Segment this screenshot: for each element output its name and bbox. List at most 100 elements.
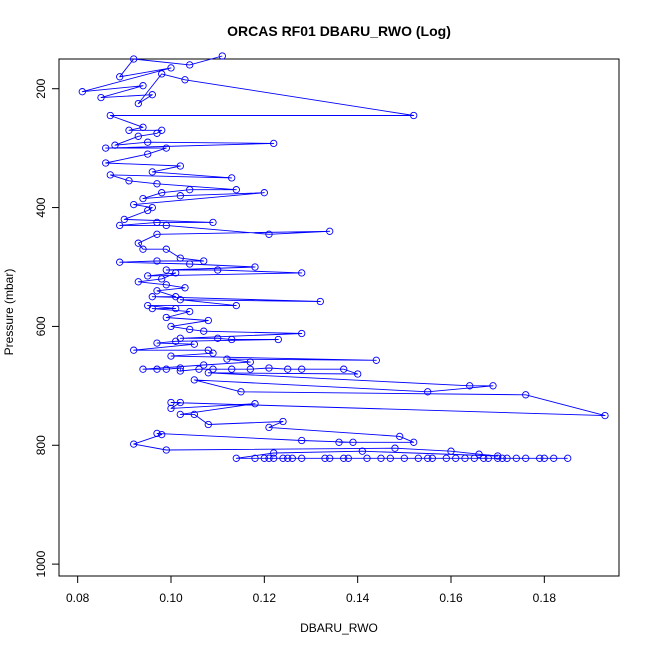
data-point: [172, 269, 180, 277]
data-point: [232, 301, 240, 310]
data-point: [102, 159, 110, 167]
data-point: [251, 263, 259, 271]
data-point: [354, 370, 362, 378]
data-point: [246, 365, 254, 373]
data-point: [153, 180, 161, 188]
data-point: [274, 335, 282, 344]
data-point: [139, 245, 147, 253]
data-point: [144, 272, 152, 280]
data-point: [167, 322, 175, 331]
data-point: [400, 454, 408, 462]
data-point: [265, 454, 273, 462]
data-point: [181, 284, 189, 292]
data-point: [97, 93, 105, 102]
data-point: [452, 454, 460, 462]
x-tick-label: 0.12: [253, 591, 277, 605]
data-point: [298, 365, 306, 373]
data-point: [144, 206, 152, 215]
data-point: [148, 91, 156, 99]
y-tick-label: 400: [34, 197, 48, 217]
data-point: [106, 171, 114, 179]
data-point: [153, 129, 161, 137]
data-point: [214, 334, 222, 342]
data-point: [162, 365, 170, 373]
data-point: [279, 454, 287, 462]
data-point: [228, 174, 236, 182]
data-point: [116, 73, 124, 81]
data-point: [167, 398, 175, 407]
data-point: [424, 388, 432, 396]
data-point: [270, 449, 278, 457]
data-point: [120, 215, 128, 224]
data-point: [158, 189, 166, 197]
data-point: [125, 126, 133, 134]
data-point: [536, 454, 544, 462]
data-point: [386, 454, 394, 462]
data-point: [288, 454, 296, 462]
y-tick-label: 600: [34, 316, 48, 336]
data-point: [363, 454, 371, 462]
data-point: [466, 382, 474, 390]
data-point: [564, 454, 572, 462]
data-point: [522, 391, 530, 399]
data-point: [470, 454, 478, 462]
data-point: [153, 429, 161, 438]
data-point: [209, 365, 217, 373]
data-point: [340, 365, 348, 373]
data-point: [204, 420, 212, 429]
data-point: [167, 64, 175, 72]
data-point: [148, 304, 156, 313]
y-tick-label: 1000: [34, 550, 48, 577]
data-point: [279, 417, 287, 426]
data-point: [186, 61, 194, 69]
data-point: [396, 432, 404, 441]
data-point: [162, 266, 170, 274]
data-point: [153, 339, 161, 347]
data-point: [134, 99, 142, 108]
data-point: [186, 186, 194, 194]
data-point: [111, 141, 119, 149]
data-point: [148, 168, 156, 176]
data-point: [144, 150, 152, 158]
data-point: [298, 436, 306, 445]
data-point: [139, 82, 147, 90]
data-point: [316, 297, 324, 306]
x-tick-label: 0.14: [346, 591, 370, 605]
data-point: [116, 221, 124, 230]
data-point: [204, 316, 212, 325]
data-point: [461, 454, 469, 462]
data-point: [321, 454, 329, 462]
data-point: [601, 411, 609, 420]
data-point: [162, 281, 170, 289]
data-point: [176, 192, 184, 200]
plot-frame: [58, 58, 620, 577]
data-point: [176, 364, 184, 372]
data-point: [200, 361, 208, 369]
data-point: [480, 454, 488, 462]
data-point: [176, 162, 184, 170]
data-point: [158, 275, 166, 283]
data-point: [153, 230, 161, 238]
data-point: [326, 454, 334, 462]
data-point: [176, 398, 184, 407]
x-axis-label: DBARU_RWO: [300, 621, 378, 635]
data-point: [116, 258, 124, 266]
data-point: [284, 365, 292, 373]
data-point: [284, 454, 292, 462]
y-tick-label: 200: [34, 78, 48, 98]
data-point: [148, 293, 156, 301]
data-point: [167, 352, 175, 360]
data-point: [125, 177, 133, 185]
data-point: [391, 444, 399, 452]
data-point: [200, 257, 208, 265]
data-point: [139, 123, 147, 131]
data-point: [186, 260, 194, 268]
data-point: [372, 356, 380, 364]
axis-ticks: 0.08 0.10 0.12 0.14 0.16 0.18 200 400 600 800 1000: [34, 78, 556, 605]
data-point: [265, 230, 273, 238]
x-tick-label: 0.18: [533, 591, 557, 605]
data-point: [237, 388, 245, 396]
data-point: [344, 454, 352, 462]
data-point: [270, 139, 278, 148]
data-point: [442, 454, 450, 462]
